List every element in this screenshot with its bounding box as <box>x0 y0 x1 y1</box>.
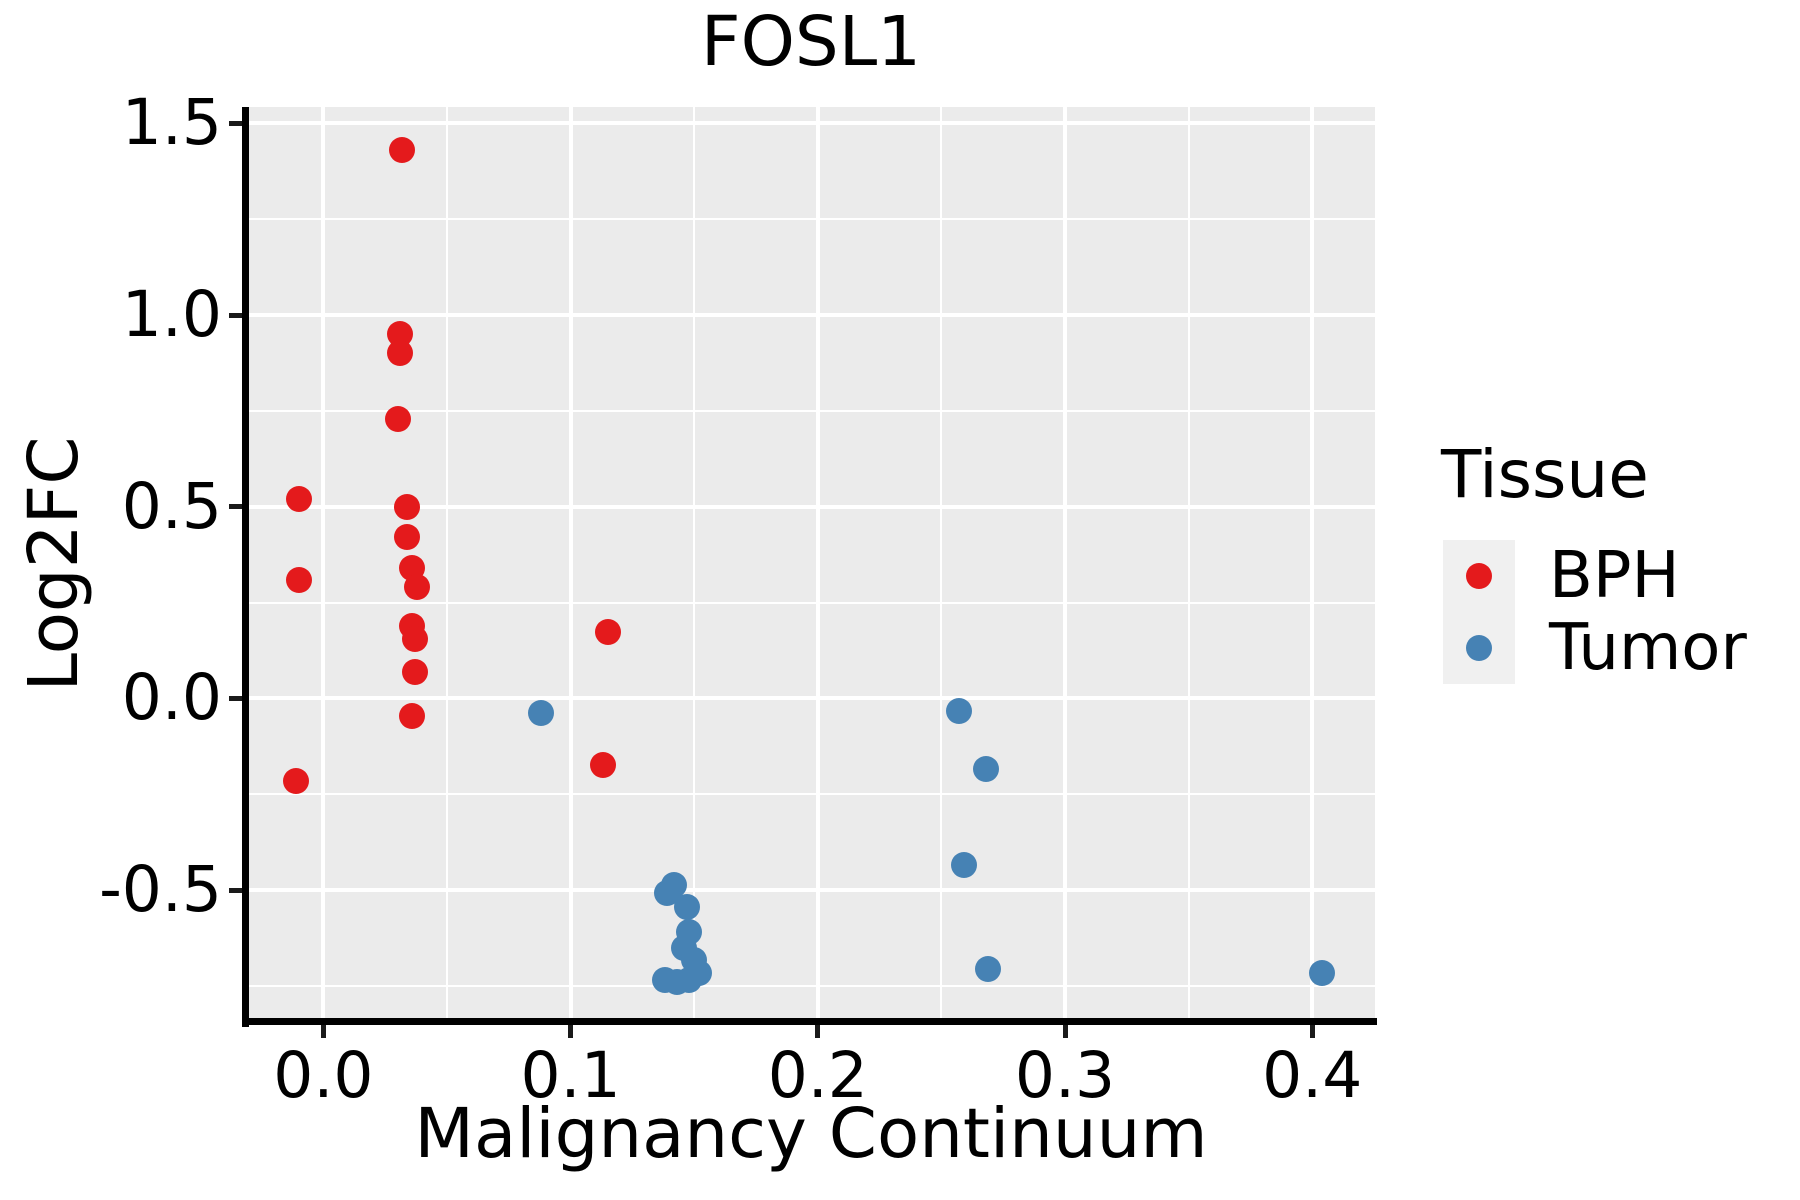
scatter-point-bph <box>384 405 411 432</box>
scatter-point-tumor <box>527 700 554 727</box>
x-axis-line <box>242 1018 1377 1025</box>
plot-panel <box>247 107 1375 1021</box>
x-minor-gridline <box>445 107 448 1021</box>
x-tick-label: 0.1 <box>520 1039 621 1112</box>
scatter-point-bph <box>387 340 414 367</box>
scatter-point-tumor <box>950 851 977 878</box>
scatter-point-tumor <box>673 894 700 921</box>
x-major-gridline <box>1063 107 1067 1021</box>
scatter-point-bph <box>401 626 428 653</box>
legend-dot-tumor <box>1466 635 1492 661</box>
legend-title: Tissue <box>1441 436 1649 513</box>
x-major-gridline <box>321 107 326 1021</box>
scatter-point-tumor <box>945 697 972 724</box>
scatter-point-bph <box>394 524 421 551</box>
y-major-gridline <box>247 696 1375 701</box>
y-tick-label: 1.5 <box>121 86 222 160</box>
x-major-gridline <box>1310 107 1315 1021</box>
scatter-point-bph <box>589 752 616 779</box>
x-tick-label: 0.2 <box>767 1039 868 1112</box>
y-axis-line <box>242 107 249 1027</box>
chart-title: FOSL1 <box>700 2 922 82</box>
x-tick-mark <box>1309 1025 1315 1038</box>
scatter-point-bph <box>594 618 621 645</box>
scatter-point-bph <box>285 486 312 513</box>
scatter-point-tumor <box>1309 960 1336 987</box>
x-tick-label: 0.4 <box>1262 1039 1363 1112</box>
x-tick-label: 0.0 <box>273 1039 374 1112</box>
y-major-gridline <box>247 313 1375 317</box>
scatter-point-bph <box>389 137 416 164</box>
y-axis-label: Log2FC <box>14 436 94 692</box>
y-tick-label: 0.0 <box>121 661 222 735</box>
x-minor-gridline <box>940 107 943 1021</box>
legend-key-tumor <box>1443 612 1515 684</box>
scatter-point-tumor <box>676 966 703 993</box>
y-tick-mark <box>229 120 242 126</box>
y-major-gridline <box>247 121 1375 126</box>
legend-key-bph <box>1443 540 1515 612</box>
x-tick-mark <box>815 1025 821 1038</box>
y-major-gridline <box>247 888 1375 893</box>
legend-dot-bph <box>1466 563 1492 589</box>
legend-label-tumor: Tumor <box>1549 611 1747 685</box>
scatter-point-bph <box>394 493 421 520</box>
y-minor-gridline <box>247 793 1375 796</box>
y-minor-gridline <box>247 985 1375 988</box>
x-tick-mark <box>320 1025 326 1038</box>
scatter-point-tumor <box>975 956 1002 983</box>
scatter-point-bph <box>401 658 428 685</box>
x-tick-mark <box>1062 1025 1068 1038</box>
y-tick-mark <box>229 312 242 318</box>
scatter-point-bph <box>404 574 431 601</box>
x-minor-gridline <box>1187 107 1190 1021</box>
y-tick-label: 1.0 <box>121 278 222 351</box>
scatter-point-bph <box>285 566 312 593</box>
y-major-gridline <box>247 504 1375 509</box>
y-minor-gridline <box>247 409 1375 412</box>
y-tick-label: -0.5 <box>99 853 222 927</box>
x-tick-label: 0.3 <box>1014 1039 1116 1112</box>
y-minor-gridline <box>247 601 1375 604</box>
x-major-gridline <box>815 107 820 1021</box>
y-tick-mark <box>229 504 242 510</box>
x-minor-gridline <box>693 107 696 1021</box>
x-major-gridline <box>568 107 573 1021</box>
x-tick-mark <box>568 1025 574 1038</box>
scatter-point-bph <box>399 703 426 730</box>
y-tick-label: 0.5 <box>121 469 222 543</box>
y-tick-mark <box>229 695 242 701</box>
scatter-point-bph <box>283 767 310 794</box>
legend-label-bph: BPH <box>1549 539 1680 613</box>
y-tick-mark <box>229 887 242 893</box>
x-axis-label: Malignancy Continuum <box>414 1094 1208 1174</box>
y-minor-gridline <box>247 218 1375 221</box>
scatter-point-tumor <box>972 756 999 783</box>
